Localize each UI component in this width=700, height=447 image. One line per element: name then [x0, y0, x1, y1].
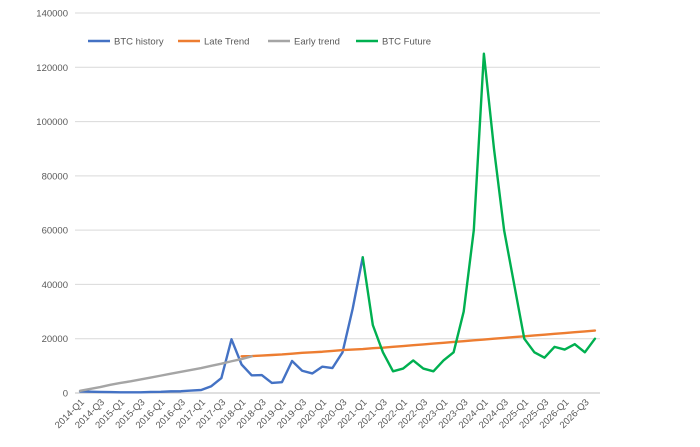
series-line-early-trend: [78, 355, 253, 393]
legend-item: BTC history: [88, 37, 164, 48]
y-tick-label: 120000: [36, 63, 68, 74]
legend-label: Early trend: [294, 37, 340, 48]
y-tick-label: 100000: [36, 117, 68, 128]
legend-label: BTC Future: [382, 37, 431, 48]
y-tick-label: 60000: [42, 226, 68, 237]
series-line-btc-future: [361, 52, 597, 373]
legend-item: BTC Future: [356, 37, 431, 48]
y-tick-label: 40000: [42, 280, 68, 291]
y-tick-label: 140000: [36, 9, 68, 20]
y-axis: 0 20000 40000 60000 80000 100000 120000 140000: [36, 9, 68, 400]
x-axis: 2014-Q12014-Q32015-Q12015-Q32016-Q12016-…: [53, 392, 600, 431]
legend-label: Late Trend: [204, 37, 249, 48]
legend-item: Late Trend: [178, 37, 249, 48]
series-line-late-trend: [240, 329, 597, 358]
y-tick-label: 80000: [42, 171, 68, 182]
legend-item: Early trend: [268, 37, 340, 48]
series-line-btc-history: [78, 256, 364, 394]
series-lines: [78, 52, 597, 394]
y-tick-label: 0: [63, 389, 68, 400]
legend: BTC history Late Trend Early trend BTC Futu…: [88, 37, 431, 48]
y-tick-label: 20000: [42, 334, 68, 345]
gridlines: [75, 12, 600, 394]
legend-label: BTC history: [114, 37, 164, 48]
